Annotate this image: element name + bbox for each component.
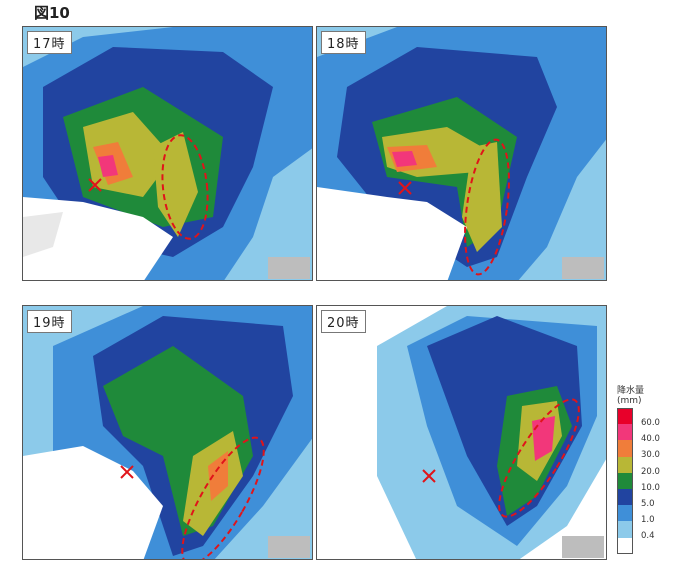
legend-scale: 60.0 40.0 30.0 20.0 10.0 5.0 1.0 0.4 bbox=[617, 408, 677, 554]
legend-row: 0.4 bbox=[617, 521, 677, 541]
legend-row-below bbox=[617, 537, 677, 554]
legend-swatch bbox=[617, 424, 633, 441]
legend-tick-label: 0.4 bbox=[641, 531, 655, 542]
legend-tick-label: 1.0 bbox=[641, 515, 655, 526]
legend-swatch bbox=[617, 521, 633, 538]
legend-row: 60.0 bbox=[617, 408, 677, 428]
legend-swatch bbox=[617, 505, 633, 522]
legend-row: 30.0 bbox=[617, 440, 677, 460]
legend-swatch bbox=[617, 440, 633, 457]
legend-tick-label: 60.0 bbox=[641, 418, 660, 428]
cross-marker-icon bbox=[120, 465, 134, 479]
legend-title: 降水量 bbox=[617, 386, 645, 396]
radar-map-20 bbox=[317, 306, 606, 559]
radar-map-18 bbox=[317, 27, 606, 280]
radar-panel-18: 18時 bbox=[316, 26, 607, 281]
legend-units: (mm) bbox=[617, 396, 642, 406]
legend-tick-label: 30.0 bbox=[641, 450, 660, 461]
legend-row: 10.0 bbox=[617, 472, 677, 493]
legend-row: 1.0 bbox=[617, 505, 677, 525]
figure-title: 図10 bbox=[34, 4, 70, 22]
legend-swatch bbox=[617, 488, 633, 506]
legend-row: 40.0 bbox=[617, 424, 677, 444]
time-label-17: 17時 bbox=[27, 31, 72, 54]
radar-map-17 bbox=[23, 27, 312, 280]
legend-tick-label: 40.0 bbox=[641, 434, 660, 445]
time-label-18: 18時 bbox=[321, 31, 366, 54]
radar-panel-17: 17時 bbox=[22, 26, 313, 281]
radar-panel-19: 19時 bbox=[22, 305, 313, 560]
legend-swatch bbox=[617, 537, 633, 554]
legend-tick-label: 10.0 bbox=[641, 482, 660, 493]
cross-marker-icon bbox=[398, 181, 412, 195]
legend-tick-label: 20.0 bbox=[641, 466, 660, 477]
legend-swatch bbox=[617, 408, 633, 425]
cross-marker-icon bbox=[88, 178, 102, 192]
legend-row: 5.0 bbox=[617, 488, 677, 509]
legend-swatch bbox=[617, 456, 633, 473]
legend-tick-label: 5.0 bbox=[641, 498, 655, 509]
radar-map-19 bbox=[23, 306, 312, 559]
legend-row: 20.0 bbox=[617, 456, 677, 477]
legend-swatch bbox=[617, 472, 633, 489]
time-label-19: 19時 bbox=[27, 310, 72, 333]
precipitation-legend: 降水量 (mm) 60.0 40.0 30.0 20.0 10.0 5.0 1.0 0.4 bbox=[617, 386, 677, 554]
radar-panel-20: 20時 bbox=[316, 305, 607, 560]
time-label-20: 20時 bbox=[321, 310, 366, 333]
cross-marker-icon bbox=[422, 469, 436, 483]
